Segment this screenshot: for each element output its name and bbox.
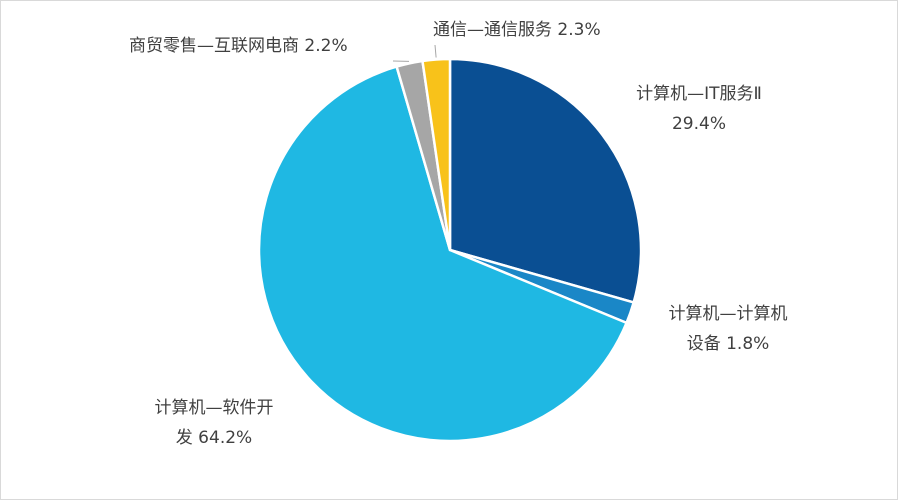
pie-slice-software-dev	[257, 65, 628, 443]
slice-label-ecommerce: 商贸零售—互联网电商 2.2%	[129, 31, 348, 61]
slice-label-computer-equipment: 计算机—计算机 设备 1.8%	[633, 299, 823, 359]
slice-label-computer-equipment-line1: 计算机—计算机	[668, 304, 788, 324]
slice-label-computer-equipment-line2: 设备 1.8%	[686, 334, 770, 354]
slice-label-it-services-line1: 计算机—IT服务Ⅱ	[636, 84, 762, 104]
slice-label-software-dev-line1: 计算机—软件开	[154, 398, 274, 418]
slice-label-software-dev-line2: 发 64.2%	[175, 428, 253, 448]
slice-label-it-services: 计算机—IT服务Ⅱ 29.4%	[599, 79, 799, 139]
slice-label-telecom-line1: 通信—通信服务 2.3%	[433, 20, 601, 40]
slice-label-telecom: 通信—通信服务 2.3%	[433, 15, 601, 45]
slice-label-software-dev: 计算机—软件开 发 64.2%	[119, 393, 309, 453]
leader-line-telecom	[434, 44, 437, 58]
slice-label-ecommerce-line1: 商贸零售—互联网电商 2.2%	[129, 36, 348, 56]
slice-label-it-services-line2: 29.4%	[671, 114, 726, 134]
pie-slice-telecom	[421, 57, 452, 252]
pie-slice-it-services	[448, 57, 643, 304]
